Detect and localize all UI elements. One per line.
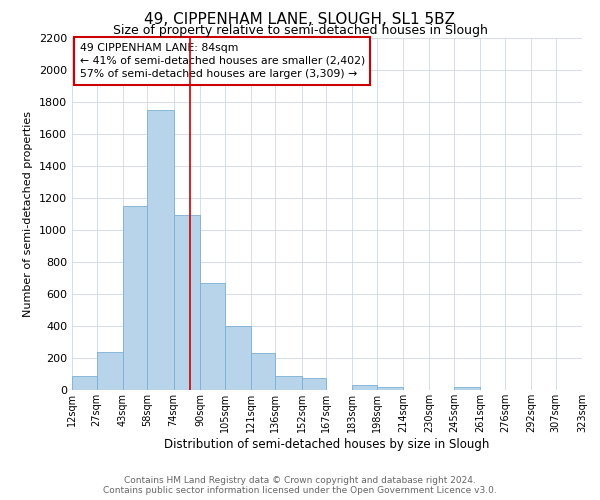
Text: Size of property relative to semi-detached houses in Slough: Size of property relative to semi-detach…	[113, 24, 487, 37]
Bar	[275, 376, 302, 390]
X-axis label: Distribution of semi-detached houses by size in Slough: Distribution of semi-detached houses by …	[164, 438, 490, 450]
Bar	[173, 216, 200, 390]
Text: Contains public sector information licensed under the Open Government Licence v3: Contains public sector information licen…	[103, 486, 497, 495]
Y-axis label: Number of semi-detached properties: Number of semi-detached properties	[23, 111, 34, 317]
Bar	[72, 376, 97, 390]
Bar	[454, 387, 481, 390]
Bar	[377, 387, 403, 390]
Bar	[123, 206, 148, 390]
Bar	[97, 352, 123, 390]
Text: Contains HM Land Registry data © Crown copyright and database right 2024.: Contains HM Land Registry data © Crown c…	[124, 476, 476, 485]
Bar	[302, 378, 326, 390]
Bar	[148, 110, 173, 390]
Bar	[200, 282, 224, 390]
Text: 49 CIPPENHAM LANE: 84sqm
← 41% of semi-detached houses are smaller (2,402)
57% o: 49 CIPPENHAM LANE: 84sqm ← 41% of semi-d…	[80, 43, 365, 79]
Bar	[224, 326, 251, 390]
Bar	[251, 353, 275, 390]
Bar	[352, 385, 377, 390]
Text: 49, CIPPENHAM LANE, SLOUGH, SL1 5BZ: 49, CIPPENHAM LANE, SLOUGH, SL1 5BZ	[145, 12, 455, 28]
